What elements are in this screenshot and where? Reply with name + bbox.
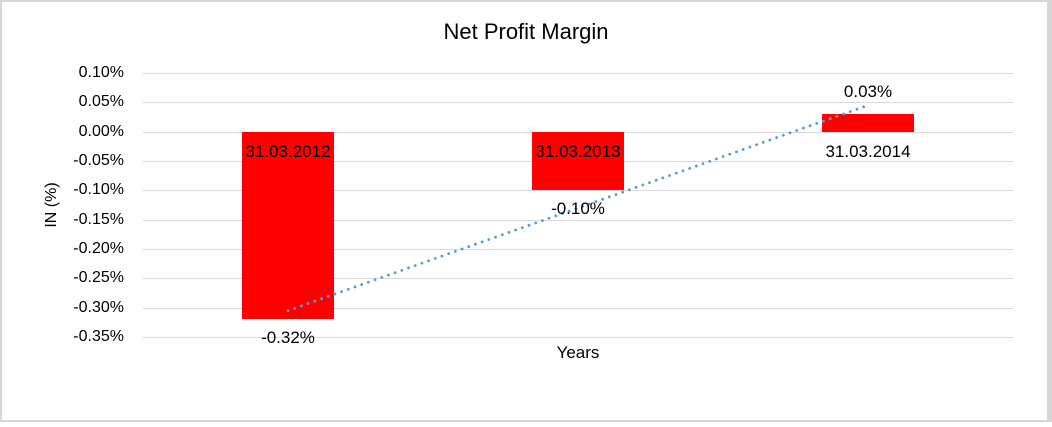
gridline: [143, 278, 1013, 280]
y-axis-tick-label: -0.15%: [73, 210, 124, 228]
gridline: [143, 307, 1013, 309]
data-labels: 31.03.2012 -0.32% 31.03.2013 -0.10% 31.03.20…: [143, 73, 1013, 347]
bar-31.03.2014: [822, 114, 914, 132]
y-axis-tick-label: -0.25%: [73, 269, 124, 287]
y-axis-tick-label: -0.05%: [73, 152, 124, 169]
bar-value-label: 0.03%: [843, 82, 893, 102]
bar-value-label: -0.10%: [551, 199, 605, 219]
x-axis-title: Years: [556, 343, 600, 362]
bar-31.03.2012: [242, 131, 334, 320]
y-axis-tick-label: -0.10%: [73, 181, 124, 199]
y-axis-tick-label: 0.10%: [78, 64, 124, 81]
bar-31.03.2013: [532, 131, 624, 191]
y-axis-tick-label: -0.35%: [73, 328, 124, 345]
chart-title: Net Profit Margin: [443, 19, 609, 44]
y-axis-tick-label: -0.20%: [73, 240, 124, 257]
gridline: [143, 219, 1013, 221]
plot-area: 31.03.2012 -0.32% 31.03.2013 -0.10% 31.03.20…: [143, 73, 1013, 347]
gridline: [143, 337, 1013, 338]
y-axis-tick-label: 0.00%: [78, 122, 124, 140]
bar-category-label: 31.03.2014: [825, 141, 911, 161]
bar-series: [143, 73, 1013, 337]
bar-value-label: -0.32%: [261, 328, 315, 348]
gridline: [143, 73, 1013, 74]
y-axis-tick-label: 0.05%: [78, 93, 124, 111]
bar-category-label: 31.03.2012: [245, 141, 331, 161]
gridline: [143, 190, 1013, 192]
bar-category-label: 31.03.2013: [535, 141, 621, 161]
gridline: [143, 249, 1013, 250]
y-axis-tick-label: -0.30%: [73, 298, 124, 316]
gridline: [143, 102, 1013, 104]
